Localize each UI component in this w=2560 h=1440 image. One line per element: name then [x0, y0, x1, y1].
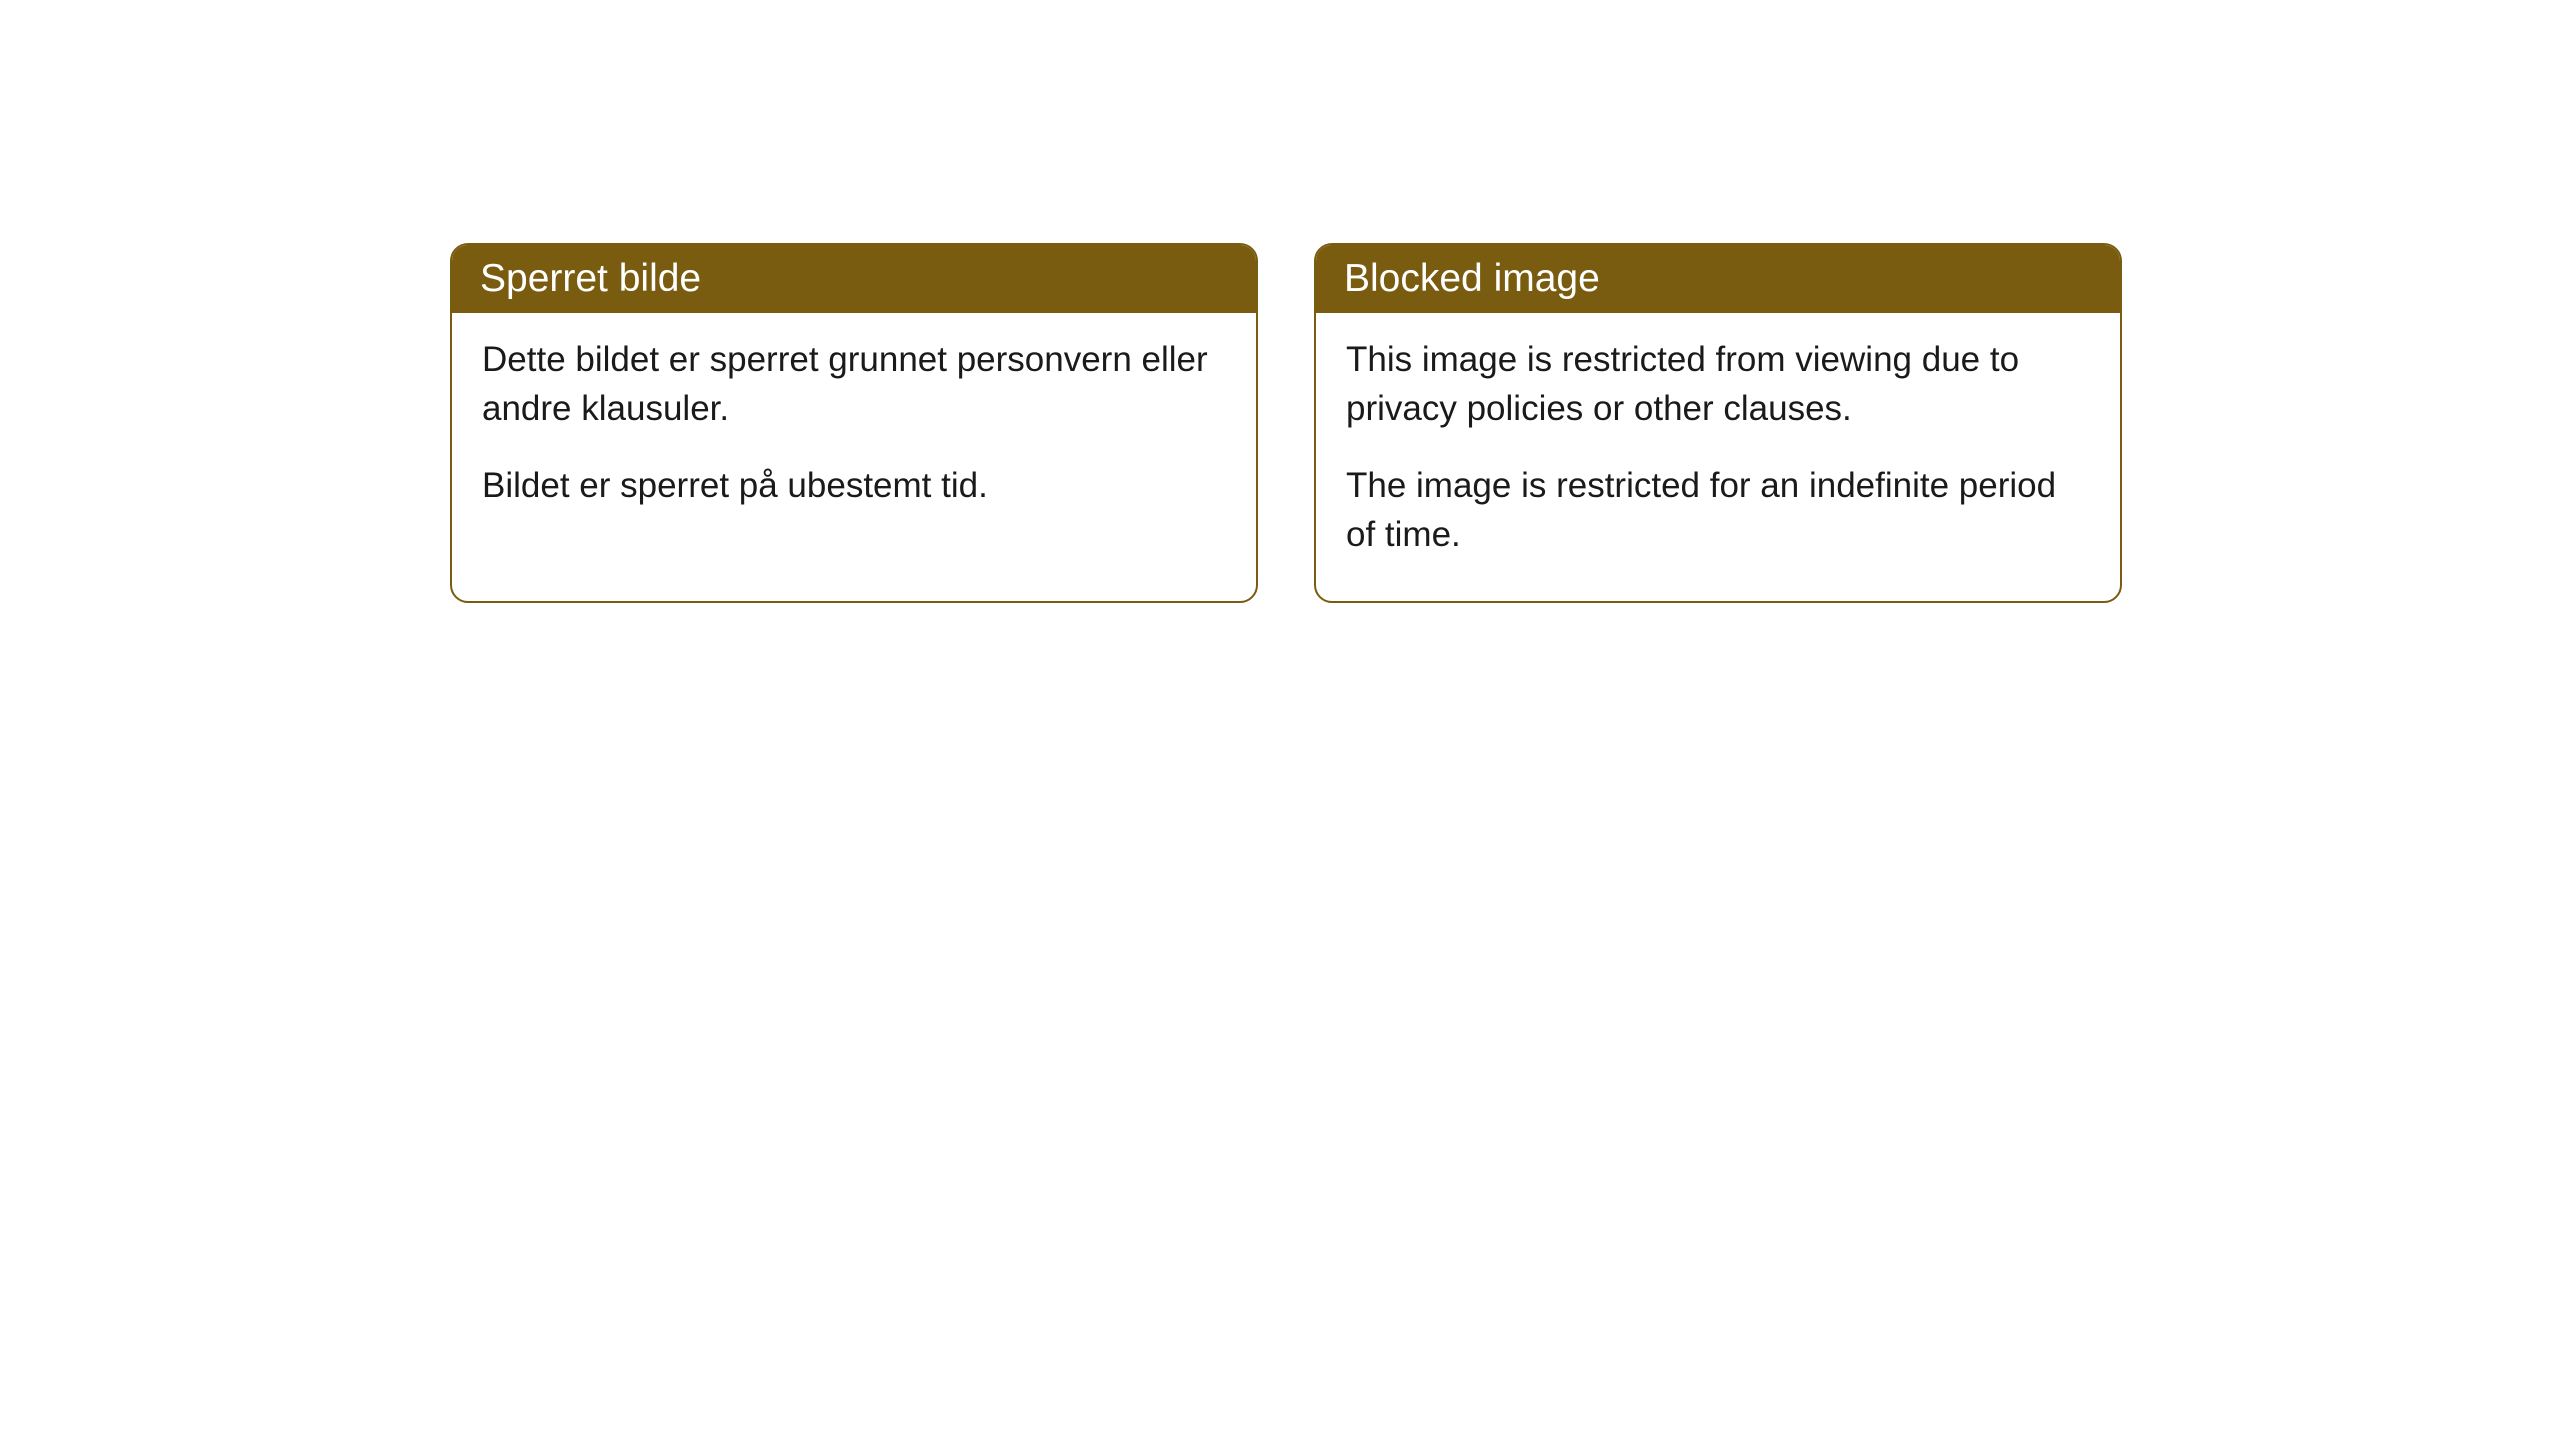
card-body: This image is restricted from viewing du…	[1316, 313, 2120, 601]
card-header: Blocked image	[1316, 245, 2120, 313]
notice-cards-container: Sperret bilde Dette bildet er sperret gr…	[450, 243, 2122, 603]
card-paragraph: Dette bildet er sperret grunnet personve…	[482, 335, 1226, 433]
card-header: Sperret bilde	[452, 245, 1256, 313]
card-paragraph: Bildet er sperret på ubestemt tid.	[482, 461, 1226, 510]
card-paragraph: The image is restricted for an indefinit…	[1346, 461, 2090, 559]
card-body: Dette bildet er sperret grunnet personve…	[452, 313, 1256, 552]
card-title: Blocked image	[1344, 257, 1600, 300]
card-title: Sperret bilde	[480, 257, 701, 300]
card-paragraph: This image is restricted from viewing du…	[1346, 335, 2090, 433]
notice-card-norwegian: Sperret bilde Dette bildet er sperret gr…	[450, 243, 1258, 603]
notice-card-english: Blocked image This image is restricted f…	[1314, 243, 2122, 603]
